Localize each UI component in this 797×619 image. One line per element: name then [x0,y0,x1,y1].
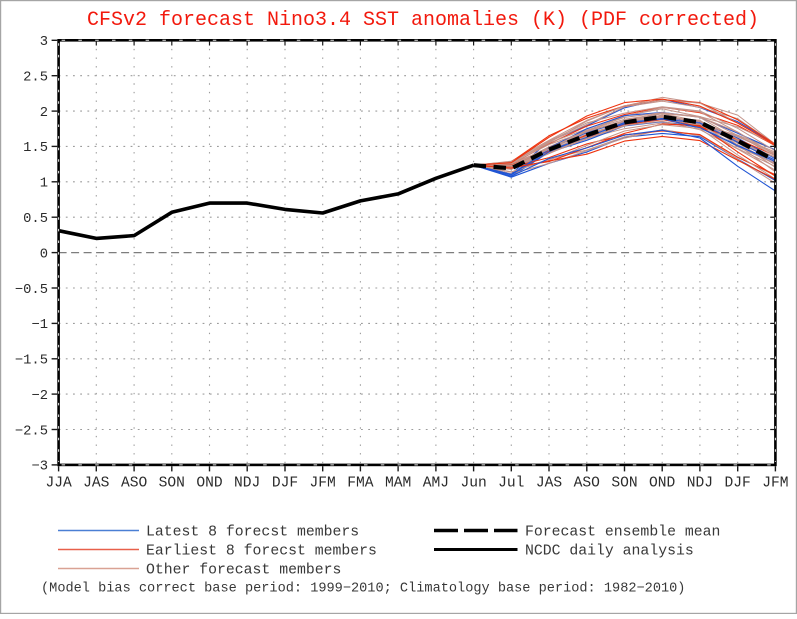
svg-text:0.5: 0.5 [23,212,48,227]
svg-text:JFM: JFM [762,476,788,492]
svg-text:0: 0 [40,247,48,262]
svg-text:MAM: MAM [385,476,411,492]
svg-text:3: 3 [40,35,48,50]
svg-text:FMA: FMA [347,476,374,492]
svg-text:OND: OND [649,476,676,492]
svg-text:Earliest 8 forecst members: Earliest 8 forecst members [146,544,377,560]
svg-text:Forecast ensemble mean: Forecast ensemble mean [525,525,720,541]
svg-text:SON: SON [611,476,637,492]
svg-text:Latest 8 forecst members: Latest 8 forecst members [146,525,359,541]
svg-text:JAS: JAS [83,476,110,492]
svg-text:−2.5: −2.5 [15,424,48,439]
svg-text:DJF: DJF [272,476,298,492]
svg-text:2.5: 2.5 [23,71,48,86]
svg-text:NDJ: NDJ [687,476,713,492]
svg-text:OND: OND [196,476,223,492]
svg-text:JAS: JAS [536,476,563,492]
svg-text:1.5: 1.5 [23,141,48,156]
svg-text:ASO: ASO [574,476,601,492]
svg-text:JFM: JFM [310,476,336,492]
svg-text:NDJ: NDJ [234,476,260,492]
svg-text:NCDC daily analysis: NCDC daily analysis [525,544,694,560]
svg-text:ASO: ASO [121,476,148,492]
svg-text:CFSv2 forecast Nino3.4 SST ano: CFSv2 forecast Nino3.4 SST anomalies (K)… [87,9,759,32]
svg-text:Jun: Jun [460,476,486,492]
svg-text:1: 1 [40,177,48,192]
svg-text:−0.5: −0.5 [15,283,48,298]
svg-text:Jul: Jul [498,476,524,492]
svg-text:Other forecast members: Other forecast members [146,563,341,579]
svg-text:−2: −2 [31,389,48,404]
svg-text:2: 2 [40,106,48,121]
svg-text:JJA: JJA [45,476,72,492]
svg-text:−1: −1 [31,318,48,333]
svg-text:(Model bias correct base perio: (Model bias correct base period: 1999−20… [41,582,685,597]
svg-text:AMJ: AMJ [423,476,449,492]
svg-text:−3: −3 [31,460,48,475]
svg-text:−1.5: −1.5 [15,354,48,369]
svg-text:DJF: DJF [725,476,751,492]
svg-text:SON: SON [159,476,185,492]
